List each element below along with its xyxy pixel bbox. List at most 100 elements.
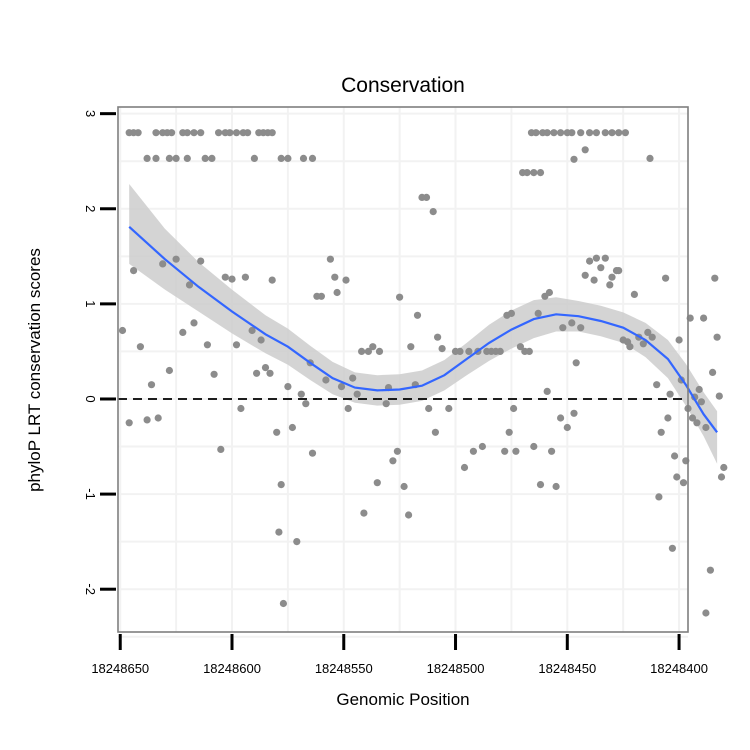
data-point — [147, 381, 156, 389]
data-point — [172, 154, 180, 162]
data-point — [333, 288, 341, 297]
data-point — [557, 414, 565, 422]
data-point — [277, 154, 285, 162]
grid — [118, 107, 688, 638]
data-point — [700, 314, 708, 322]
data-point — [393, 447, 401, 455]
data-point — [507, 309, 515, 317]
data-point — [592, 129, 601, 137]
x-tick-label: 18248500 — [427, 661, 485, 676]
data-point — [143, 154, 151, 162]
y-tick-label: 0 — [83, 395, 98, 402]
data-point — [302, 400, 310, 408]
data-point — [308, 449, 317, 457]
data-point — [577, 324, 585, 332]
data-point — [425, 404, 433, 413]
data-point — [172, 255, 180, 263]
data-point — [615, 129, 623, 137]
data-point — [586, 257, 594, 265]
data-point — [268, 276, 276, 284]
data-point — [695, 385, 703, 394]
data-point — [702, 609, 710, 617]
x-tick-label: 18248600 — [203, 661, 261, 676]
data-point — [257, 336, 265, 344]
data-point — [711, 274, 719, 282]
chart-title: Conservation — [341, 74, 465, 97]
data-point — [534, 309, 542, 317]
data-point — [478, 442, 486, 451]
data-point — [532, 129, 540, 137]
data-point — [217, 445, 225, 453]
data-point — [438, 345, 446, 353]
y-tick-label: 3 — [83, 110, 98, 117]
data-point — [717, 473, 726, 481]
y-axis-label: phyloP LRT conservation scores — [25, 248, 44, 492]
data-point — [293, 538, 301, 546]
data-point — [601, 129, 609, 137]
y-tick-label: 1 — [83, 300, 98, 307]
data-point — [253, 369, 261, 377]
data-point — [165, 366, 173, 375]
data-point — [469, 447, 477, 455]
data-point — [183, 154, 191, 162]
data-point — [675, 336, 683, 344]
data-point — [364, 347, 372, 355]
data-point — [697, 398, 706, 406]
data-point — [190, 319, 198, 327]
data-point — [557, 129, 565, 137]
data-point — [668, 544, 677, 552]
data-point — [601, 254, 609, 262]
data-point — [125, 419, 133, 427]
data-point — [431, 428, 439, 436]
data-point — [344, 404, 352, 413]
data-point — [154, 414, 162, 422]
data-point — [232, 129, 241, 137]
data-point — [201, 154, 209, 162]
x-tick-label: 18248650 — [91, 661, 149, 676]
y-tick-label: -1 — [83, 488, 98, 500]
data-point — [653, 381, 661, 389]
data-point — [165, 154, 173, 162]
data-point — [655, 493, 663, 501]
data-point — [226, 129, 234, 137]
data-point — [648, 333, 656, 341]
data-point — [570, 409, 578, 417]
data-point — [434, 333, 442, 341]
data-point — [577, 129, 585, 137]
data-point — [673, 473, 681, 481]
data-point — [536, 481, 545, 489]
data-point — [543, 129, 551, 137]
data-point — [581, 271, 589, 279]
data-point — [550, 129, 558, 137]
data-point — [465, 347, 473, 355]
data-point — [512, 447, 520, 455]
data-point — [606, 281, 614, 289]
data-point — [460, 463, 469, 472]
data-point — [664, 414, 672, 422]
data-point — [639, 340, 647, 348]
data-point — [337, 383, 346, 391]
data-point — [152, 129, 160, 137]
data-point — [353, 390, 361, 398]
data-point — [581, 146, 589, 154]
data-point — [360, 509, 368, 517]
data-point — [646, 154, 654, 162]
data-point — [530, 442, 538, 451]
data-point — [405, 511, 413, 519]
data-point — [662, 274, 670, 282]
data-point — [516, 343, 525, 351]
smooth-line-layer — [128, 225, 718, 433]
data-point — [545, 288, 554, 297]
data-point — [232, 341, 241, 349]
y-tick-label: 2 — [83, 205, 98, 212]
x-axis-label: Genomic Position — [336, 690, 469, 709]
data-point — [185, 281, 194, 289]
data-point — [241, 273, 249, 281]
data-point — [626, 343, 634, 351]
data-point — [197, 257, 205, 265]
data-point — [136, 343, 144, 351]
data-point — [168, 129, 176, 137]
data-point — [268, 129, 276, 137]
data-point — [592, 254, 601, 262]
data-point — [369, 343, 377, 351]
